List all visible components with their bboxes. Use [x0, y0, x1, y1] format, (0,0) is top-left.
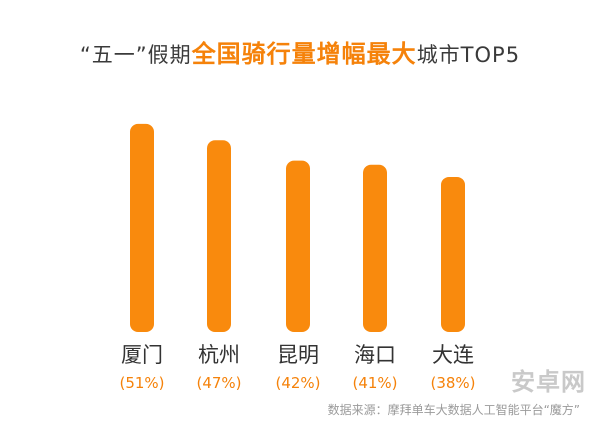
bar-2: [207, 140, 231, 332]
category-label-3: 昆明: [277, 343, 319, 367]
title-prefix: “五一”假期: [79, 43, 192, 67]
bar-1: [130, 123, 154, 332]
bar-5: [441, 176, 465, 332]
category-label-2: 杭州: [198, 343, 240, 367]
value-label-5: (38%): [430, 374, 475, 392]
watermark-logo: 安卓网: [511, 368, 586, 396]
category-label-4: 海口: [354, 343, 396, 367]
chart-title: “五一”假期全国骑行量增幅最大城市TOP5: [0, 34, 600, 69]
value-label-4: (41%): [352, 374, 397, 392]
category-label-1: 厦门: [121, 343, 163, 367]
bar-4: [363, 164, 387, 332]
value-label-3: (42%): [275, 374, 320, 392]
bar-3: [286, 160, 310, 332]
value-label-2: (47%): [196, 374, 241, 392]
category-label-5: 大连: [432, 343, 474, 367]
data-source-note: 数据来源：摩拜单车大数据人工智能平台“魔方”: [327, 403, 580, 417]
title-highlight: 全国骑行量增幅最大: [191, 40, 417, 68]
title-suffix: 城市TOP5: [416, 43, 521, 67]
value-label-1: (51%): [119, 374, 164, 392]
